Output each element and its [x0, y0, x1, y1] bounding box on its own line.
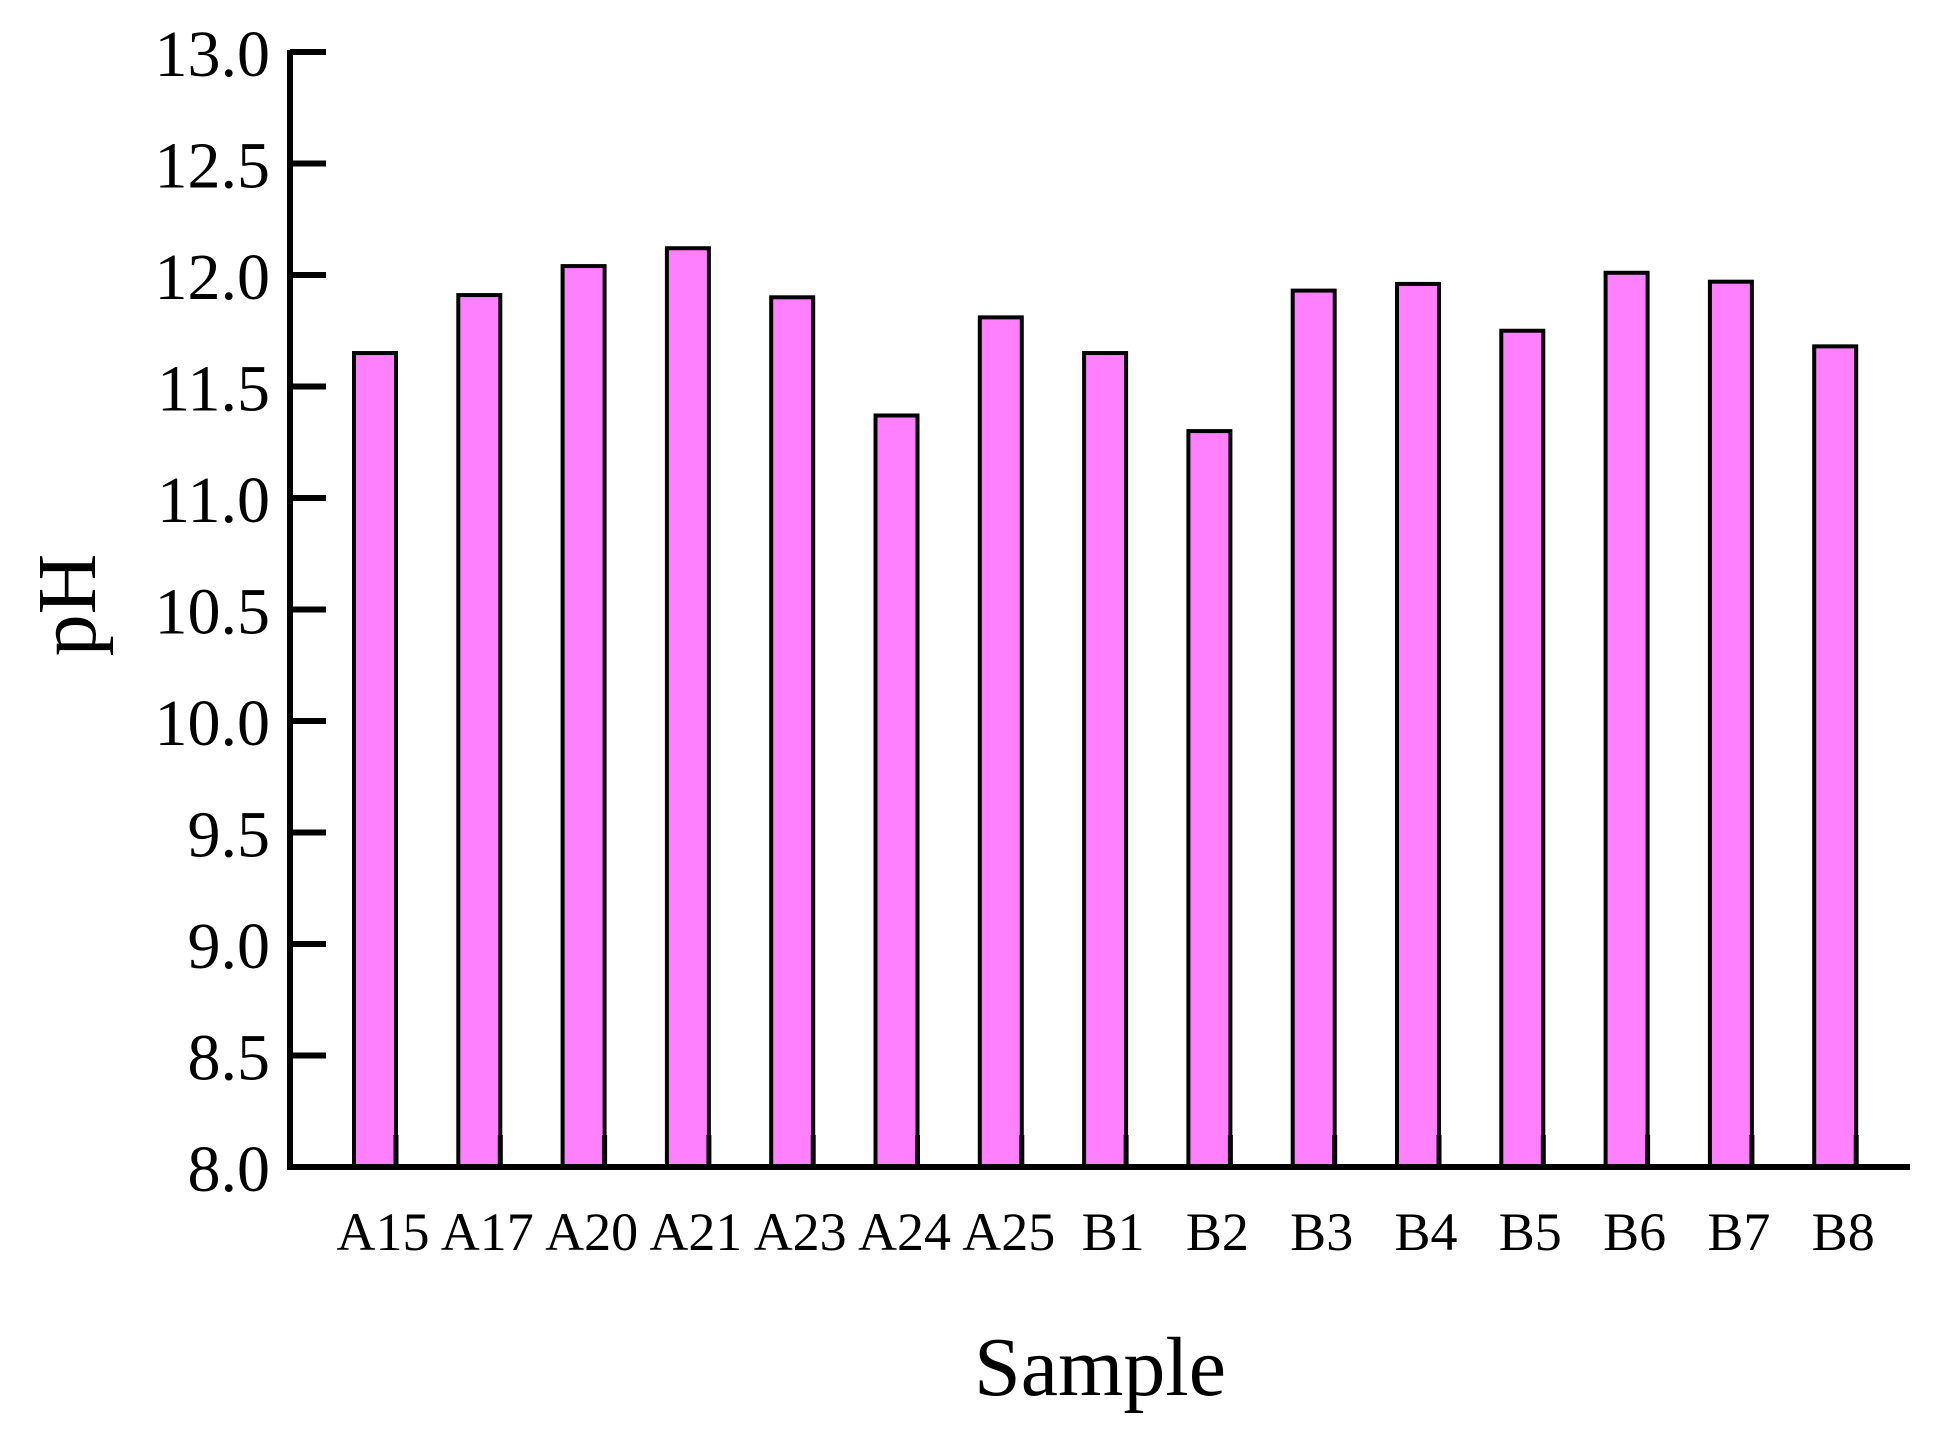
y-tick-label: 10.0 [155, 687, 271, 760]
x-tick-label: B3 [1290, 1202, 1353, 1262]
x-tick-label: A15 [337, 1202, 430, 1262]
bar-B2 [1186, 429, 1233, 1170]
x-tick-label: B7 [1707, 1202, 1770, 1262]
x-axis-title: Sample [974, 1321, 1226, 1414]
x-tick-label: A21 [649, 1202, 742, 1262]
bar-A23 [769, 295, 816, 1169]
bar-A17 [456, 293, 503, 1169]
y-tick-label: 8.0 [188, 1133, 271, 1206]
y-tick-label: 8.5 [188, 1022, 271, 1095]
bar-B3 [1290, 288, 1337, 1169]
y-tick-label: 9.5 [188, 799, 271, 872]
bar-B1 [1082, 351, 1129, 1169]
x-tick-label: A17 [441, 1202, 534, 1262]
x-tick-label: B2 [1186, 1202, 1249, 1262]
y-axis-title: pH [21, 554, 114, 657]
x-tick-label: B1 [1082, 1202, 1145, 1262]
bar-A24 [873, 413, 920, 1169]
y-tick-label: 9.0 [188, 910, 271, 983]
x-tick-label: B8 [1812, 1202, 1875, 1262]
bar-A20 [560, 264, 607, 1169]
y-tick-label: 12.5 [155, 130, 271, 203]
x-tick-label: A23 [754, 1202, 847, 1262]
x-tick-label: A24 [858, 1202, 951, 1262]
y-axis: 8.0 8.5 9.0 9.5 10.0 10.5 11.0 11.5 12.0 12.5 13.0 [155, 18, 326, 1206]
bar-B6 [1603, 270, 1650, 1169]
y-tick-label: 11.0 [157, 464, 270, 537]
x-tick-label: B4 [1394, 1202, 1457, 1262]
y-tick-label: 11.5 [157, 353, 270, 426]
bar-A25 [977, 315, 1024, 1169]
x-tick-label: B6 [1603, 1202, 1666, 1262]
bar-B5 [1499, 328, 1546, 1169]
x-axis: A15 A17 A20 A21 A23 A24 A25 B1 B2 B3 B4 B5 B6 B7 B8 [287, 1135, 1910, 1262]
bar-B8 [1812, 344, 1859, 1169]
bar-B4 [1395, 281, 1441, 1170]
bar-A15 [352, 351, 398, 1169]
y-tick-label: 10.5 [155, 576, 271, 649]
bar-A21 [664, 246, 711, 1170]
bar-B7 [1707, 279, 1754, 1169]
x-tick-label: A25 [962, 1202, 1055, 1262]
y-tick-label: 12.0 [155, 241, 271, 314]
y-tick-label: 13.0 [155, 18, 271, 91]
x-tick-label: B5 [1499, 1202, 1562, 1262]
x-tick-label: A20 [545, 1202, 638, 1262]
bars-group [352, 246, 1859, 1170]
